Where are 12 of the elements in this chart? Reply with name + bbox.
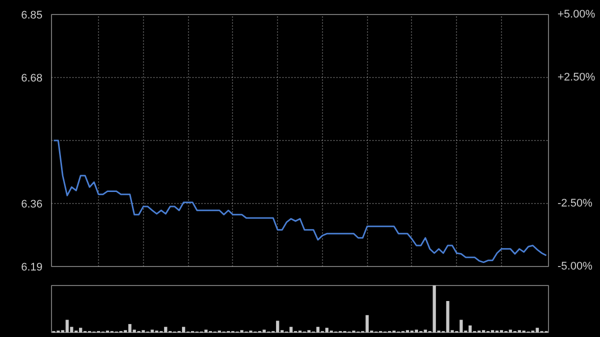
- y2-tick-label: -5.00%: [558, 260, 593, 272]
- y2-tick-label: +5.00%: [558, 8, 596, 20]
- line-series: [52, 140, 548, 264]
- y2-tick-label: -2.50%: [558, 198, 593, 210]
- y-tick-label: 6.19: [21, 262, 43, 274]
- bar: [204, 330, 208, 332]
- y2-tick-label: +2.50%: [558, 72, 596, 84]
- bar: [508, 330, 512, 332]
- y-tick-label: 6.68: [21, 72, 43, 84]
- y-tick-label: 6.36: [21, 198, 43, 210]
- y-tick-label: 6.85: [21, 10, 43, 22]
- bar: [289, 326, 293, 332]
